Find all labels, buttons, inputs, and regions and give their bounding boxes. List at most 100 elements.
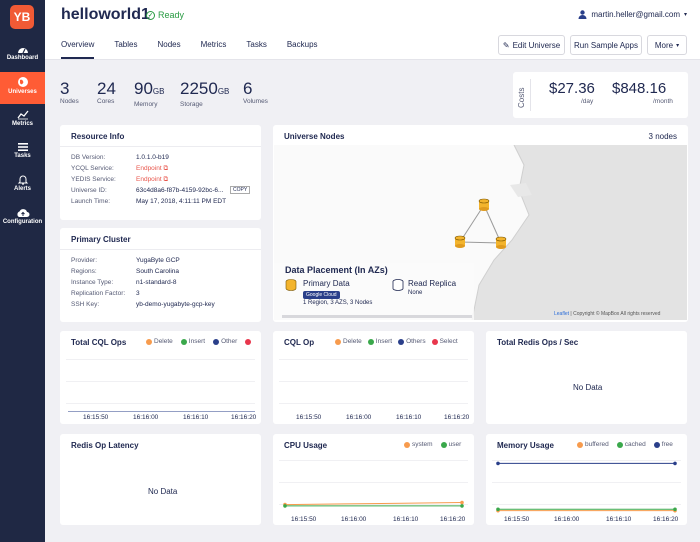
legend-item[interactable]: free bbox=[653, 441, 673, 448]
legend-item[interactable]: Insert bbox=[180, 338, 205, 345]
yedis-endpoint-link[interactable]: Endpoint ⧉ bbox=[136, 176, 168, 184]
grid-line bbox=[279, 482, 468, 483]
stat-value: 3 bbox=[60, 79, 70, 98]
sidebar-item-configuration[interactable]: Configuration bbox=[0, 204, 45, 236]
kv-value: 3 bbox=[136, 290, 140, 297]
kv-value: 1.0.1.0-b19 bbox=[136, 154, 169, 161]
x-tick: 16:16:20 bbox=[440, 516, 466, 523]
user-email: martin.heller@gmail.com bbox=[591, 10, 680, 19]
list-icon bbox=[17, 143, 28, 151]
legend-item[interactable]: user bbox=[440, 441, 461, 448]
primary-data-label: Primary Data bbox=[303, 279, 350, 288]
divider bbox=[60, 249, 261, 250]
legend-dot bbox=[180, 338, 187, 345]
tab-tables[interactable]: Tables bbox=[114, 40, 138, 49]
memory-usage-panel: Memory Usage buffered cached free 16:15:… bbox=[486, 434, 687, 525]
legend-dot bbox=[335, 338, 341, 345]
yugabyte-logo[interactable]: YB bbox=[10, 5, 34, 29]
line-chart-icon bbox=[16, 110, 29, 120]
kv-key: DB Version: bbox=[71, 154, 106, 161]
tab-overview[interactable]: Overview bbox=[61, 40, 95, 59]
bell-icon bbox=[17, 175, 28, 185]
stat-value: 2250 bbox=[180, 79, 218, 98]
copy-button[interactable]: COPY bbox=[230, 186, 251, 194]
legend-dot bbox=[577, 441, 583, 448]
x-tick: 16:15:50 bbox=[504, 516, 530, 523]
legend-item[interactable] bbox=[245, 338, 253, 345]
node-marker[interactable] bbox=[454, 235, 466, 248]
chart-legend: Delete Insert Other bbox=[146, 338, 253, 345]
stat-label: Cores bbox=[97, 98, 115, 105]
tab-backups[interactable]: Backups bbox=[286, 40, 318, 49]
data-point-user[interactable] bbox=[460, 504, 464, 508]
link-text: Endpoint bbox=[136, 176, 162, 183]
legend-label: system bbox=[412, 441, 433, 448]
user-menu[interactable]: martin.heller@gmail.com ▾ bbox=[578, 10, 687, 19]
legend-item[interactable]: buffered bbox=[577, 441, 609, 448]
sidebar-item-tasks[interactable]: Tasks bbox=[0, 138, 45, 170]
kv-key: Instance Type: bbox=[71, 279, 114, 286]
kv-value: May 17, 2018, 4:11:11 PM EDT bbox=[136, 198, 227, 205]
nodes-map[interactable] bbox=[274, 145, 687, 320]
no-data-message: No Data bbox=[148, 487, 178, 496]
legend-label: buffered bbox=[585, 441, 609, 448]
legend-item[interactable]: Delete bbox=[146, 338, 173, 345]
sidebar-item-alerts[interactable]: Alerts bbox=[0, 170, 45, 202]
data-point-system[interactable] bbox=[460, 500, 464, 505]
total-redis-ops-panel: Total Redis Ops / Sec No Data bbox=[486, 331, 687, 424]
kv-key: SSH Key: bbox=[71, 301, 100, 308]
legend-item[interactable]: Other bbox=[213, 338, 237, 345]
leaflet-link[interactable]: Leaflet bbox=[554, 311, 570, 317]
node-marker[interactable] bbox=[495, 236, 507, 249]
more-button[interactable]: More ▾ bbox=[647, 35, 687, 55]
kv-key: YEDIS Service: bbox=[71, 176, 116, 183]
x-tick: 16:16:10 bbox=[393, 516, 419, 523]
stat-nodes: 3 Nodes bbox=[60, 80, 79, 105]
data-point-cached[interactable] bbox=[496, 507, 500, 512]
read-replica-label: Read Replica bbox=[408, 279, 457, 288]
data-point-free[interactable] bbox=[673, 461, 677, 466]
tab-tasks[interactable]: Tasks bbox=[246, 40, 267, 49]
sidebar-item-dashboard[interactable]: Dashboard bbox=[0, 40, 45, 72]
legend-label: free bbox=[661, 441, 673, 448]
sidebar-item-metrics[interactable]: Metrics bbox=[0, 106, 45, 138]
run-sample-apps-button[interactable]: Run Sample Apps bbox=[570, 35, 642, 55]
external-link-icon: ⧉ bbox=[163, 165, 169, 172]
data-point-cached[interactable] bbox=[673, 507, 677, 512]
primary-data-detail: 1 Region, 3 AZS, 3 Nodes bbox=[303, 300, 373, 306]
user-icon bbox=[578, 10, 587, 19]
legend-dot bbox=[213, 338, 220, 345]
ycql-endpoint-link[interactable]: Endpoint ⧉ bbox=[136, 165, 168, 173]
x-tick: 16:16:20 bbox=[231, 414, 257, 421]
x-tick: 16:16:10 bbox=[183, 414, 209, 421]
stat-memory: 90GB Memory bbox=[134, 80, 164, 108]
grid-line bbox=[279, 403, 468, 404]
legend-item[interactable]: Select bbox=[431, 338, 458, 345]
tab-nodes[interactable]: Nodes bbox=[157, 40, 181, 49]
chart-legend: system user bbox=[404, 441, 461, 448]
data-point-free[interactable] bbox=[496, 461, 500, 466]
legend-item[interactable]: cached bbox=[616, 441, 646, 448]
legend-dot bbox=[440, 441, 447, 448]
legend-item[interactable]: Insert bbox=[367, 338, 392, 345]
tab-metrics[interactable]: Metrics bbox=[200, 40, 227, 49]
node-marker[interactable] bbox=[478, 198, 490, 211]
data-point-user[interactable] bbox=[283, 504, 287, 508]
legend-dot bbox=[616, 441, 623, 448]
total-cql-ops-panel: Total CQL Ops Delete Insert Other 16:15:… bbox=[60, 331, 261, 424]
grid-line bbox=[66, 359, 255, 360]
grid-line bbox=[492, 504, 681, 505]
sidebar-item-universes[interactable]: Universes bbox=[0, 72, 45, 104]
legend-label: Select bbox=[439, 338, 458, 345]
edit-universe-button[interactable]: ✎ Edit Universe bbox=[498, 35, 565, 55]
x-tick: 16:16:10 bbox=[606, 516, 632, 523]
legend-item[interactable]: Others bbox=[398, 338, 426, 345]
sidebar-item-label: Dashboard bbox=[6, 55, 39, 61]
grid-line bbox=[492, 482, 681, 483]
legend-item[interactable]: system bbox=[404, 441, 433, 448]
legend-label: Others bbox=[406, 338, 426, 345]
cost-monthly-unit: /month bbox=[653, 98, 673, 105]
legend-item[interactable]: Delete bbox=[335, 338, 362, 345]
costs-divider bbox=[530, 79, 531, 111]
map-scrollbar[interactable] bbox=[282, 315, 472, 318]
